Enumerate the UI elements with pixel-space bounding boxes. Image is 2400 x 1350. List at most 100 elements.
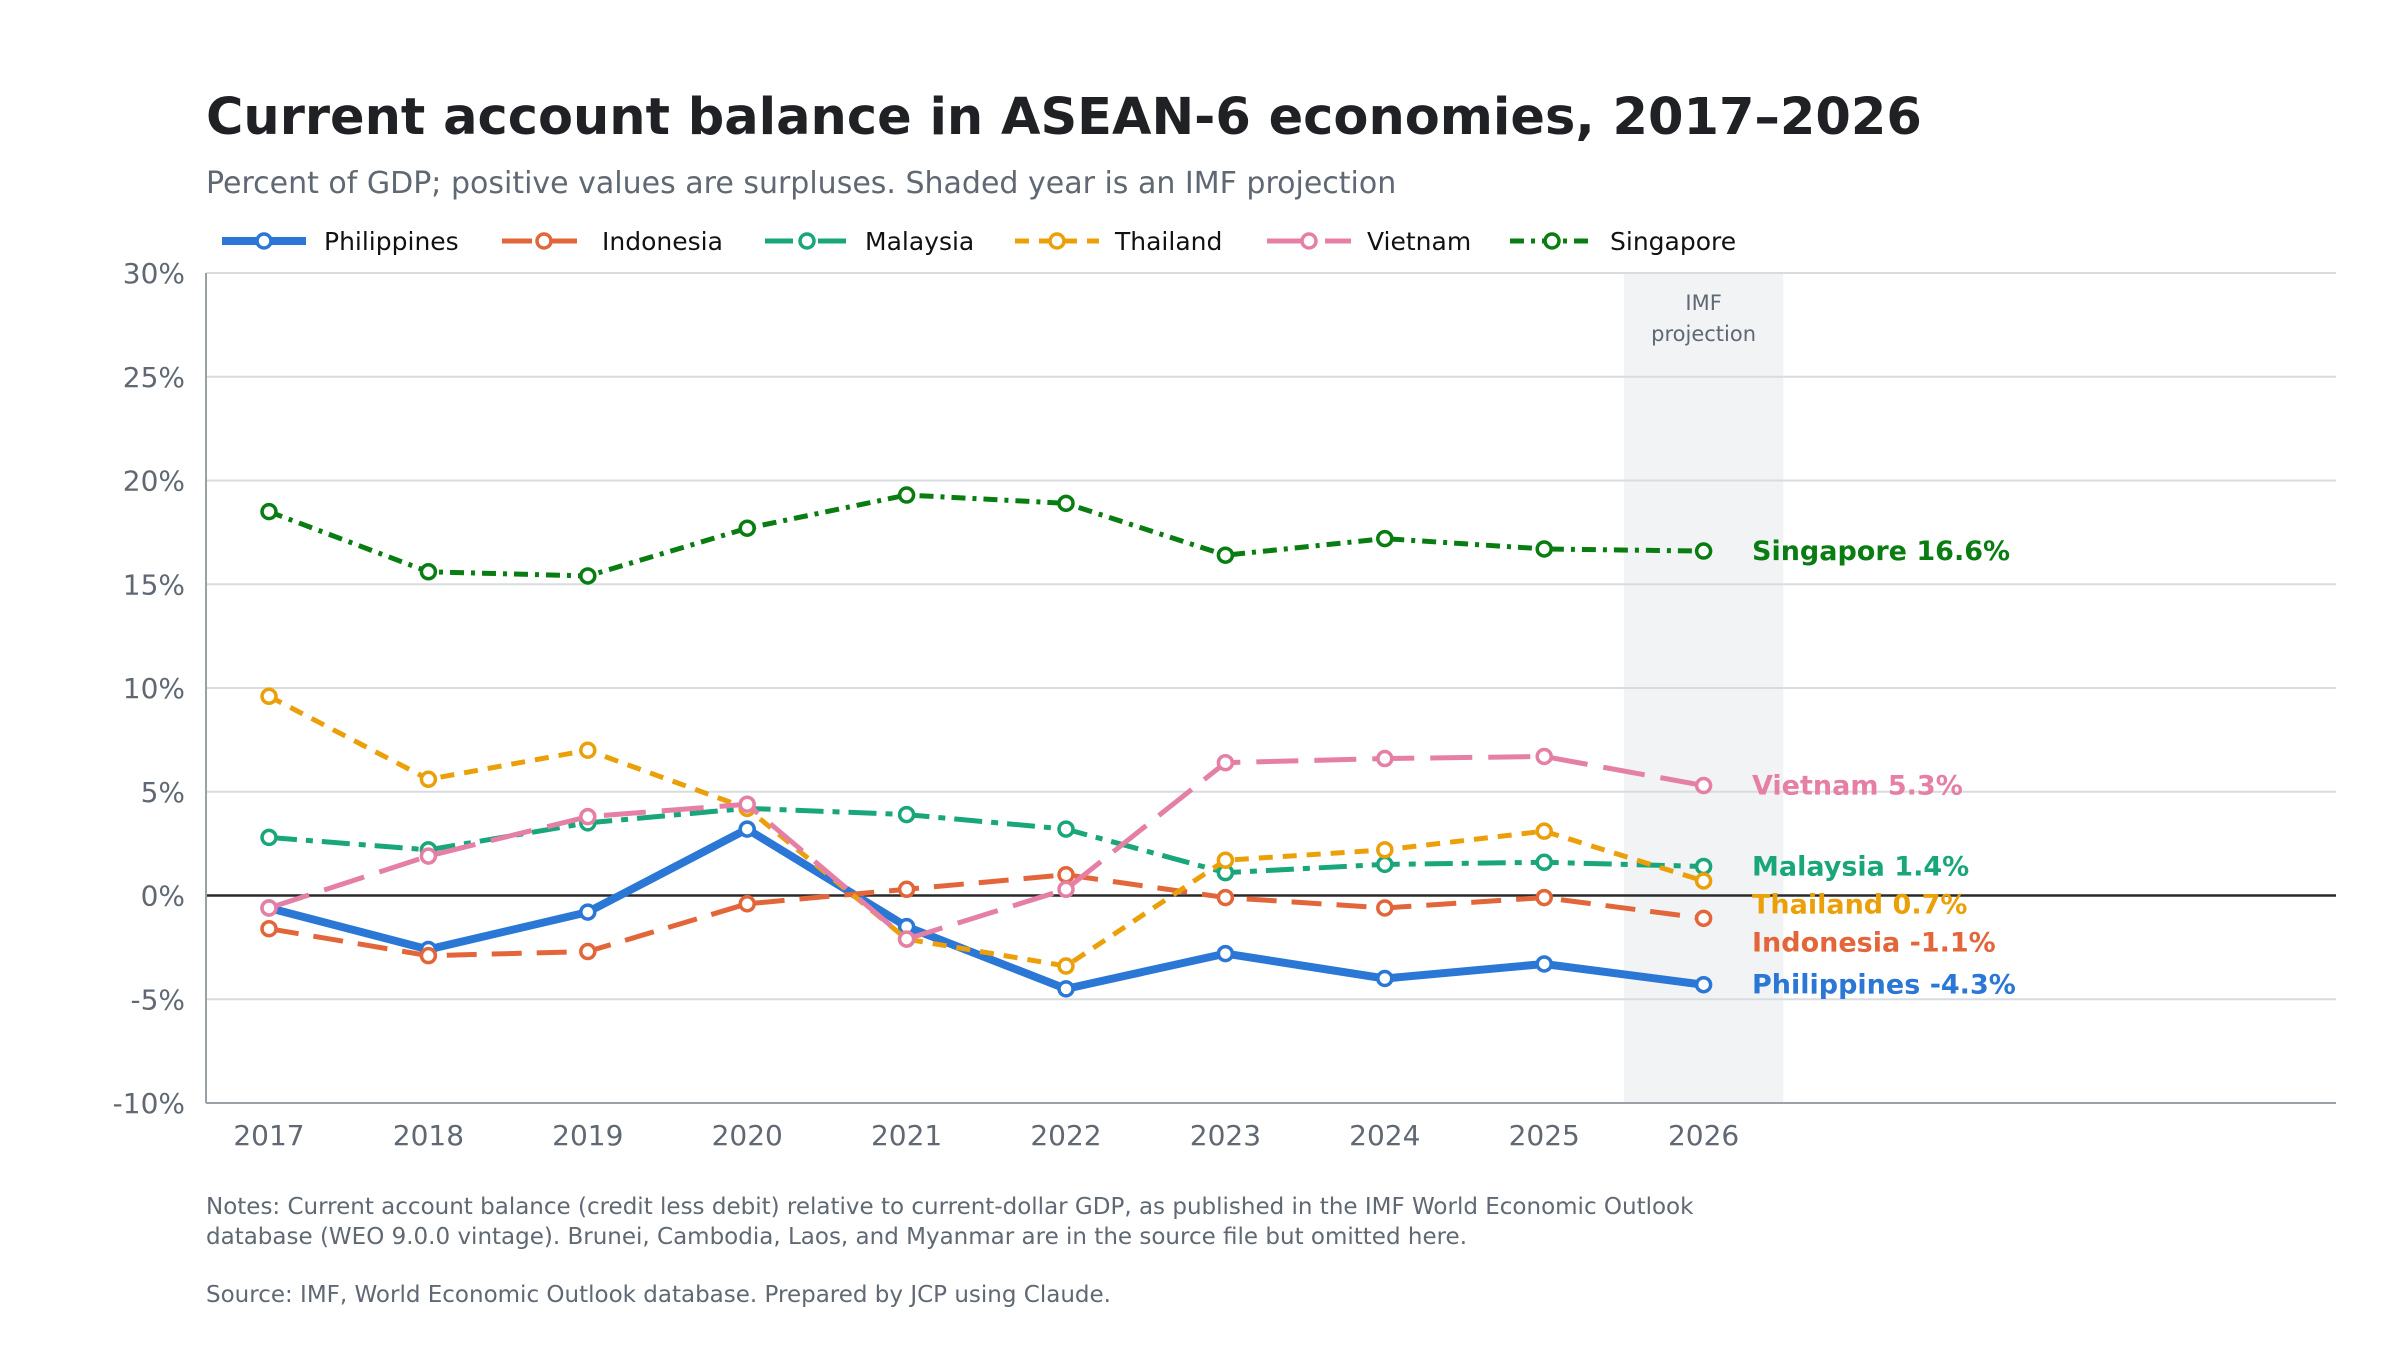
legend-item-vietnam: Vietnam xyxy=(1267,227,1471,256)
series-line xyxy=(267,694,1705,969)
series-philippines xyxy=(260,820,1713,998)
data-point xyxy=(1376,855,1394,874)
chart-source: Source: IMF, World Economic Outlook data… xyxy=(206,1282,1111,1308)
data-point xyxy=(1694,909,1713,928)
series-malaysia xyxy=(260,799,1713,882)
series-line xyxy=(268,492,1704,579)
x-tick-label: 2017 xyxy=(233,1119,304,1152)
data-point xyxy=(1694,542,1713,560)
series-line xyxy=(268,872,1704,959)
data-point xyxy=(1376,899,1394,917)
legend-label: Philippines xyxy=(324,227,459,256)
legend-swatch-marker xyxy=(535,232,553,250)
data-point xyxy=(1216,888,1235,907)
data-point xyxy=(579,942,597,961)
series-line xyxy=(268,805,1704,876)
data-point xyxy=(1057,957,1075,975)
series-line xyxy=(267,825,1705,993)
legend-item-philippines: Philippines xyxy=(222,227,459,256)
data-point xyxy=(260,828,278,847)
y-tick-label: 15% xyxy=(123,568,185,601)
data-point xyxy=(1376,969,1394,988)
x-tick-label: 2024 xyxy=(1349,1119,1420,1152)
data-point xyxy=(738,895,756,913)
data-point xyxy=(419,563,438,581)
end-label-thailand: Thailand 0.7% xyxy=(1752,889,1967,920)
data-point xyxy=(1376,841,1394,859)
axes-layer: -10% -5% 0% 5% 10% 15% 20% 25% 30% 2017 2018 2019 20… xyxy=(113,257,2336,1152)
x-tick-label: 2025 xyxy=(1509,1119,1580,1152)
data-point xyxy=(1535,955,1553,973)
end-label-malaysia: Malaysia 1.4% xyxy=(1752,851,1969,882)
series-layer xyxy=(260,486,1713,998)
y-tick-label: 5% xyxy=(141,776,185,809)
projection-label-line2: projection xyxy=(1651,322,1756,346)
data-point xyxy=(260,919,278,938)
end-label-indonesia: Indonesia -1.1% xyxy=(1752,927,1996,958)
data-point xyxy=(419,946,438,965)
data-point xyxy=(1535,540,1553,558)
data-point xyxy=(1535,853,1553,872)
legend-swatch-marker xyxy=(255,232,273,250)
data-point xyxy=(579,903,597,921)
x-tick-label: 2022 xyxy=(1030,1119,1101,1152)
legend-label: Indonesia xyxy=(602,227,723,256)
chart-notes: Notes: Current account balance (credit l… xyxy=(206,1194,1694,1250)
legend-item-thailand: Thailand xyxy=(1015,227,1222,256)
y-tick-label: -10% xyxy=(113,1087,185,1120)
data-point xyxy=(1376,529,1394,548)
end-label-vietnam: Vietnam 5.3% xyxy=(1752,771,1963,802)
series-line xyxy=(268,753,1705,942)
x-tick-label: 2018 xyxy=(393,1119,464,1152)
legend-item-malaysia: Malaysia xyxy=(765,227,974,256)
legend-label: Thailand xyxy=(1114,227,1222,256)
legend-item-singapore: Singapore xyxy=(1510,227,1736,256)
data-point xyxy=(1694,776,1713,795)
y-tick-label: 20% xyxy=(123,465,185,498)
data-point xyxy=(1216,851,1235,869)
end-labels-layer: Singapore 16.6% Vietnam 5.3% Malaysia 1.4%… xyxy=(1752,536,2016,1001)
data-point xyxy=(579,741,597,759)
y-tick-label: -5% xyxy=(130,983,185,1016)
data-point xyxy=(738,820,756,838)
legend-label: Vietnam xyxy=(1367,227,1471,256)
data-point xyxy=(260,687,278,706)
data-point xyxy=(1216,944,1235,963)
data-point xyxy=(1057,880,1075,899)
data-point xyxy=(897,930,916,948)
series-thailand xyxy=(260,687,1713,975)
y-tick-label: 10% xyxy=(123,672,185,705)
legend-swatch-marker xyxy=(1543,232,1561,250)
y-tick-label: 25% xyxy=(123,361,185,394)
page-title: Current account balance in ASEAN-6 econo… xyxy=(206,88,1922,147)
data-point xyxy=(1057,494,1075,513)
data-point xyxy=(419,847,438,865)
data-point xyxy=(1535,822,1553,840)
series-indonesia xyxy=(260,866,1713,965)
y-tick-label: 0% xyxy=(141,880,185,913)
data-point xyxy=(897,880,916,899)
data-point xyxy=(738,519,756,537)
data-point xyxy=(1535,888,1553,907)
x-tick-label: 2019 xyxy=(552,1119,623,1152)
data-point xyxy=(260,502,278,521)
legend-swatch-marker xyxy=(798,232,816,250)
data-point xyxy=(1535,747,1553,766)
legend-item-indonesia: Indonesia xyxy=(502,227,723,256)
legend-label: Singapore xyxy=(1610,227,1736,256)
data-point xyxy=(1057,820,1075,838)
legend-swatch-marker xyxy=(1048,232,1066,250)
data-point xyxy=(1694,975,1713,994)
x-tick-label: 2021 xyxy=(871,1119,942,1152)
end-label-philippines: Philippines -4.3% xyxy=(1752,970,2016,1001)
data-point xyxy=(1216,753,1235,772)
data-point xyxy=(1216,546,1235,564)
data-point xyxy=(897,805,916,824)
gridlines-layer xyxy=(206,272,2336,1104)
data-point xyxy=(579,807,597,826)
series-singapore xyxy=(260,486,1713,585)
data-point xyxy=(738,795,756,813)
end-label-singapore: Singapore 16.6% xyxy=(1752,536,2010,567)
data-point xyxy=(1057,980,1075,998)
